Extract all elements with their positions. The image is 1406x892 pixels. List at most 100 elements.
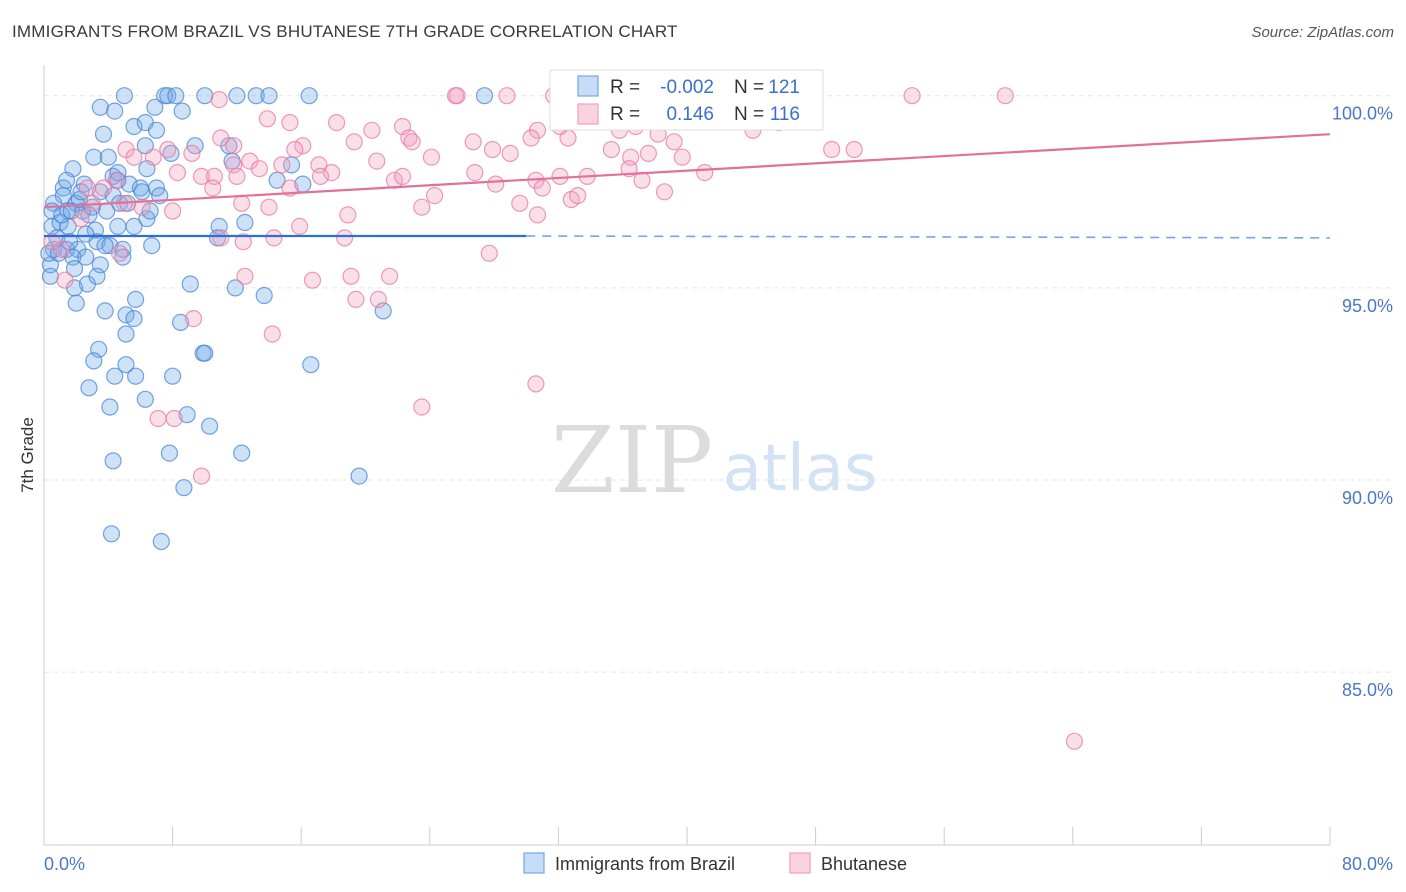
stats-r-value-bhutanese: 0.146 — [666, 104, 714, 125]
point-brazil-105 — [57, 171, 76, 189]
point-brazil-95 — [201, 417, 219, 435]
y-tick-label-100: 100.0% — [1332, 104, 1393, 124]
watermark-zip: ZIP — [551, 407, 713, 514]
point-bhutanese-60 — [228, 167, 246, 185]
point-bhutanese-66 — [311, 167, 330, 185]
point-brazil-16 — [147, 121, 166, 139]
point-bhutanese-75 — [426, 187, 444, 205]
point-bhutanese-88 — [233, 194, 251, 212]
point-brazil-108 — [96, 237, 114, 255]
point-bhutanese-31 — [286, 140, 304, 159]
point-bhutanese-9 — [996, 87, 1014, 105]
point-brazil-99 — [175, 479, 193, 497]
point-brazil-35 — [268, 171, 286, 189]
watermark-atlas: atlas — [723, 432, 878, 506]
point-bhutanese-97 — [336, 229, 354, 247]
point-brazil-85 — [85, 352, 103, 370]
point-bhutanese-40 — [639, 144, 658, 162]
point-brazil-76 — [96, 302, 114, 320]
y-tick-label-85: 85.0% — [1342, 680, 1393, 700]
point-bhutanese-103 — [56, 271, 74, 289]
point-bhutanese-96 — [265, 229, 283, 247]
point-bhutanese-1 — [448, 87, 466, 105]
point-bhutanese-101 — [110, 244, 129, 262]
watermark: ZIP atlas — [551, 407, 877, 514]
point-bhutanese-46 — [183, 144, 201, 162]
point-bhutanese-13 — [281, 113, 299, 132]
point-brazil-6 — [247, 87, 265, 105]
point-brazil-94 — [178, 406, 196, 424]
stats-n-value-bhutanese: 116 — [770, 104, 800, 125]
point-brazil-3 — [167, 87, 185, 105]
point-bhutanese-41 — [665, 133, 683, 151]
series-legend: Immigrants from Brazil Bhutanese — [523, 852, 907, 874]
point-bhutanese-73 — [533, 179, 551, 197]
point-brazil-121 — [41, 267, 60, 285]
point-bhutanese-68 — [393, 167, 412, 185]
point-bhutanese-8 — [903, 87, 921, 105]
stats-swatch-bhutanese — [577, 103, 599, 125]
point-bhutanese-38 — [602, 140, 621, 159]
point-bhutanese-81 — [655, 183, 674, 201]
stats-swatch-brazil — [577, 75, 599, 97]
point-bhutanese-93 — [291, 217, 309, 235]
point-brazil-87 — [302, 356, 320, 374]
point-brazil-30 — [120, 175, 138, 193]
x-tick-labels: 0.0% 80.0% — [44, 854, 1393, 874]
point-bhutanese-12 — [258, 110, 276, 128]
point-brazil-8 — [300, 87, 318, 105]
point-brazil-77 — [117, 306, 135, 324]
point-bhutanese-69 — [466, 164, 484, 182]
point-bhutanese-30 — [225, 137, 243, 155]
point-bhutanese-29 — [212, 129, 230, 147]
point-brazil-92 — [136, 390, 154, 408]
point-brazil-71 — [181, 275, 199, 293]
point-bhutanese-52 — [273, 156, 291, 174]
stats-n-value-brazil: 121 — [768, 77, 800, 98]
point-brazil-98 — [233, 444, 251, 462]
point-brazil-79 — [172, 313, 190, 331]
y-tick-labels: 85.0% 90.0% 95.0% 100.0% — [1332, 104, 1393, 700]
point-bhutanese-78 — [569, 187, 587, 205]
point-brazil-91 — [80, 379, 98, 397]
point-bhutanese-48 — [125, 148, 143, 166]
point-bhutanese-43 — [845, 140, 863, 159]
point-bhutanese-61 — [107, 171, 125, 189]
point-brazil-118 — [125, 217, 143, 235]
point-brazil-65 — [77, 248, 95, 266]
point-bhutanese-82 — [696, 164, 714, 182]
stats-r-label-bhutanese: R = — [610, 104, 640, 125]
point-bhutanese-44 — [159, 140, 177, 159]
point-bhutanese-98 — [480, 244, 498, 262]
point-bhutanese-116 — [192, 467, 211, 485]
point-bhutanese-108 — [347, 290, 365, 308]
point-brazil-100 — [350, 467, 368, 485]
point-bhutanese-105 — [303, 271, 322, 289]
point-bhutanese-62 — [78, 179, 97, 197]
point-bhutanese-36 — [501, 144, 519, 162]
point-brazil-20 — [85, 148, 103, 166]
point-bhutanese-110 — [184, 310, 203, 328]
point-bhutanese-19 — [559, 129, 577, 147]
point-bhutanese-111 — [263, 325, 281, 343]
point-bhutanese-35 — [522, 129, 540, 147]
point-bhutanese-80 — [633, 171, 651, 189]
point-brazil-67 — [65, 260, 84, 278]
point-brazil-93 — [101, 398, 119, 416]
point-brazil-13 — [173, 102, 191, 120]
trend-line-bhutanese — [43, 133, 1331, 209]
point-brazil-14 — [125, 117, 143, 136]
point-brazil-74 — [255, 286, 273, 305]
point-brazil-90 — [164, 367, 182, 385]
point-brazil-12 — [146, 98, 164, 116]
point-bhutanese-37 — [483, 140, 502, 159]
point-bhutanese-114 — [149, 409, 167, 428]
grid-lines — [44, 95, 1392, 673]
point-bhutanese-83 — [673, 148, 691, 166]
point-bhutanese-14 — [328, 113, 346, 132]
x-tick-label-max: 80.0% — [1342, 854, 1393, 874]
legend-label-bhutanese: Bhutanese — [821, 854, 907, 874]
point-bhutanese-74 — [487, 175, 505, 193]
point-brazil-89 — [127, 367, 145, 385]
y-tick-label-95: 95.0% — [1342, 296, 1393, 316]
